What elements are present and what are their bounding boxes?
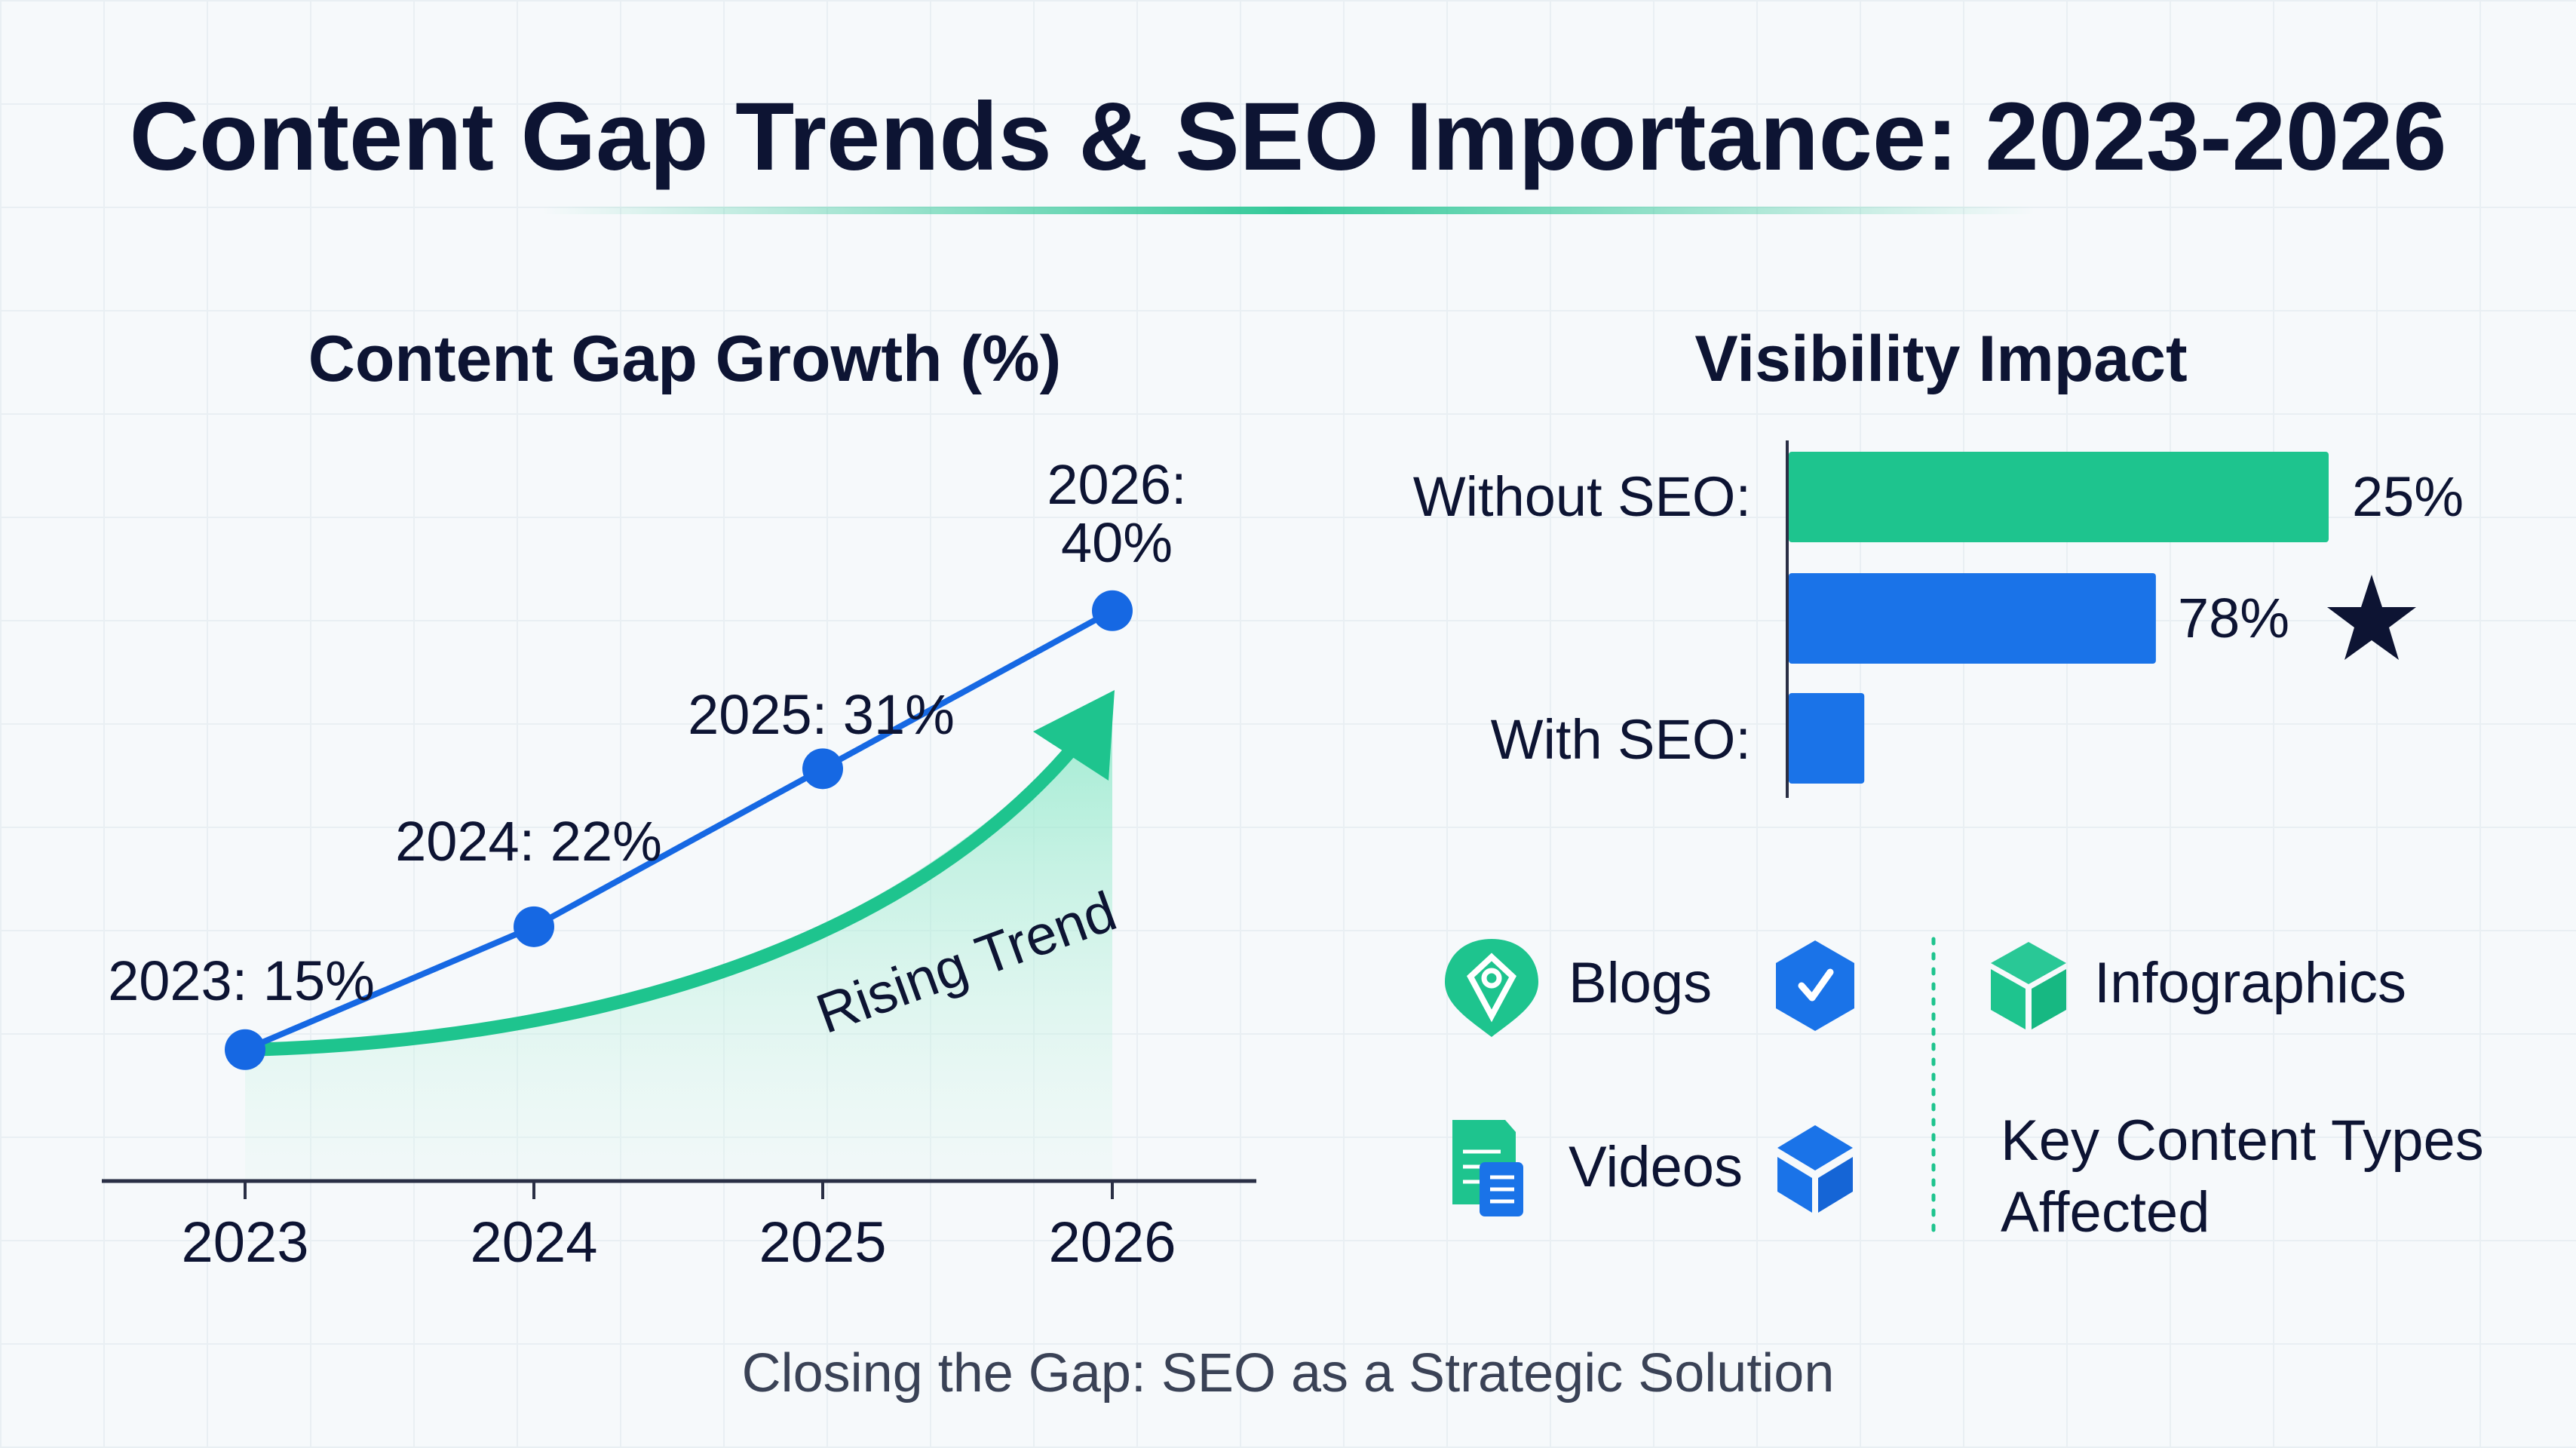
star-icon <box>2327 575 2416 660</box>
location-pin-icon <box>1445 939 1538 1037</box>
content-type-label: Videos <box>1569 1135 1743 1199</box>
document-icon <box>1452 1120 1523 1216</box>
x-tick-label: 2024 <box>470 1210 597 1275</box>
bar-value-label: 25% <box>2352 465 2464 528</box>
content-types-caption: Affected <box>2001 1180 2210 1244</box>
series-line <box>244 608 1114 1053</box>
x-tick-label: 2026 <box>1048 1210 1176 1275</box>
x-tick-label: 2025 <box>759 1210 886 1275</box>
content-type-label: Infographics <box>2094 951 2406 1015</box>
page-title: Content Gap Trends & SEO Importance: 202… <box>130 83 2447 191</box>
title-underline <box>542 207 2035 214</box>
check-hexagon-icon <box>1776 940 1854 1031</box>
data-label: 2026: <box>1047 453 1186 516</box>
data-label: 2024: 22% <box>395 810 662 873</box>
bar-category-label: With SEO: <box>1491 708 1751 771</box>
data-label: 40% <box>1061 511 1173 574</box>
data-point <box>225 1029 265 1070</box>
data-label: 2023: 15% <box>108 949 375 1012</box>
bar <box>1789 693 1865 784</box>
x-tick-label: 2023 <box>181 1210 308 1275</box>
data-point <box>514 906 554 947</box>
content-type-label: Blogs <box>1569 951 1712 1015</box>
cube-icon <box>1991 942 2066 1029</box>
data-point <box>1092 590 1133 631</box>
data-label: 2025: 31% <box>688 683 955 746</box>
arrow-head-icon <box>1033 690 1115 781</box>
rising-trend-arrow <box>238 744 1078 1057</box>
bar-chart-title: Visibility Impact <box>1694 323 2187 395</box>
content-types-caption: Key Content Types <box>2001 1109 2484 1173</box>
bar-category-label: Without SEO: <box>1413 465 1751 528</box>
bar-value-label: 78% <box>2178 587 2289 649</box>
rising-trend-area <box>245 701 1112 1181</box>
footer-tagline: Closing the Gap: SEO as a Strategic Solu… <box>742 1343 1835 1404</box>
line-chart-title: Content Gap Growth (%) <box>308 323 1061 395</box>
data-point <box>802 748 843 790</box>
bar <box>1789 452 2329 542</box>
cube-icon <box>1777 1125 1853 1213</box>
bar <box>1789 573 2156 664</box>
